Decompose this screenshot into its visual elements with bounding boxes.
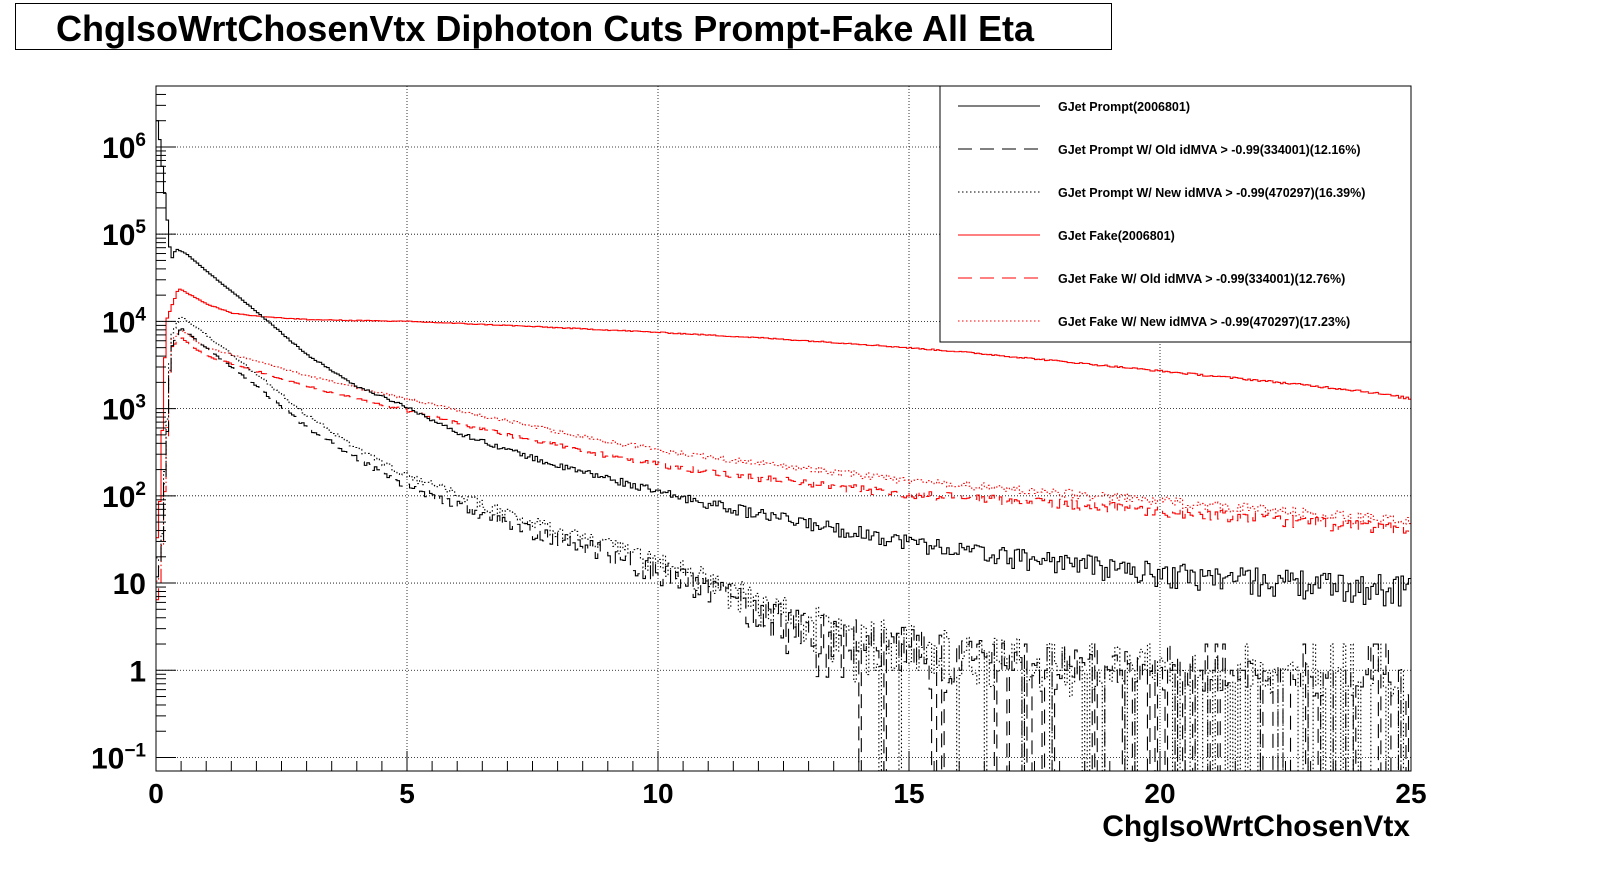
legend-entry-label: GJet Fake(2006801) [1058,229,1175,243]
y-tick-label: 103 [102,392,146,427]
legend-entry-label: GJet Fake W/ New idMVA > -0.99(470297)(1… [1058,315,1350,329]
axes: 0 5 10 15 20 25 10−1 1 10 102 103 104 105 106 [91,85,1427,809]
series-line [156,328,1411,772]
x-tick-label: 20 [1144,778,1175,809]
legend-box [939,85,1412,343]
series-line [156,316,1411,772]
grid-lines [156,86,1411,771]
x-tick-label: 25 [1395,778,1426,809]
series-layer [156,120,1411,772]
series-line [156,120,1411,607]
legend: GJet Prompt(2006801) GJet Prompt W/ Old i… [939,85,1412,343]
y-tick-label: 104 [102,304,146,339]
x-axis-title: ChgIsoWrtChosenVtx [1102,810,1410,843]
y-tick-label: 102 [102,479,146,514]
series-line [156,288,1411,539]
chart-title: ChgIsoWrtChosenVtx Diphoton Cuts Prompt-… [56,8,1035,49]
y-tick-label: 10 [113,568,146,601]
chart-title-box: ChgIsoWrtChosenVtx Diphoton Cuts Prompt-… [15,3,1112,50]
series-line [156,337,1411,601]
x-tick-label: 0 [148,778,164,809]
legend-entry-label: GJet Prompt(2006801) [1058,100,1190,114]
x-tick-label: 10 [642,778,673,809]
y-tick-label: 1 [129,655,146,688]
x-tick-label: 15 [893,778,924,809]
series-line [156,330,1411,582]
y-tick-label: 10−1 [91,740,146,775]
legend-entry-label: GJet Fake W/ Old idMVA > -0.99(334001)(1… [1058,272,1345,286]
legend-entry-label: GJet Prompt W/ Old idMVA > -0.99(334001)… [1058,143,1361,157]
legend-entry-label: GJet Prompt W/ New idMVA > -0.99(470297)… [1058,186,1365,200]
y-tick-label: 105 [102,217,146,252]
x-tick-label: 5 [399,778,415,809]
y-tick-label: 106 [102,130,146,165]
